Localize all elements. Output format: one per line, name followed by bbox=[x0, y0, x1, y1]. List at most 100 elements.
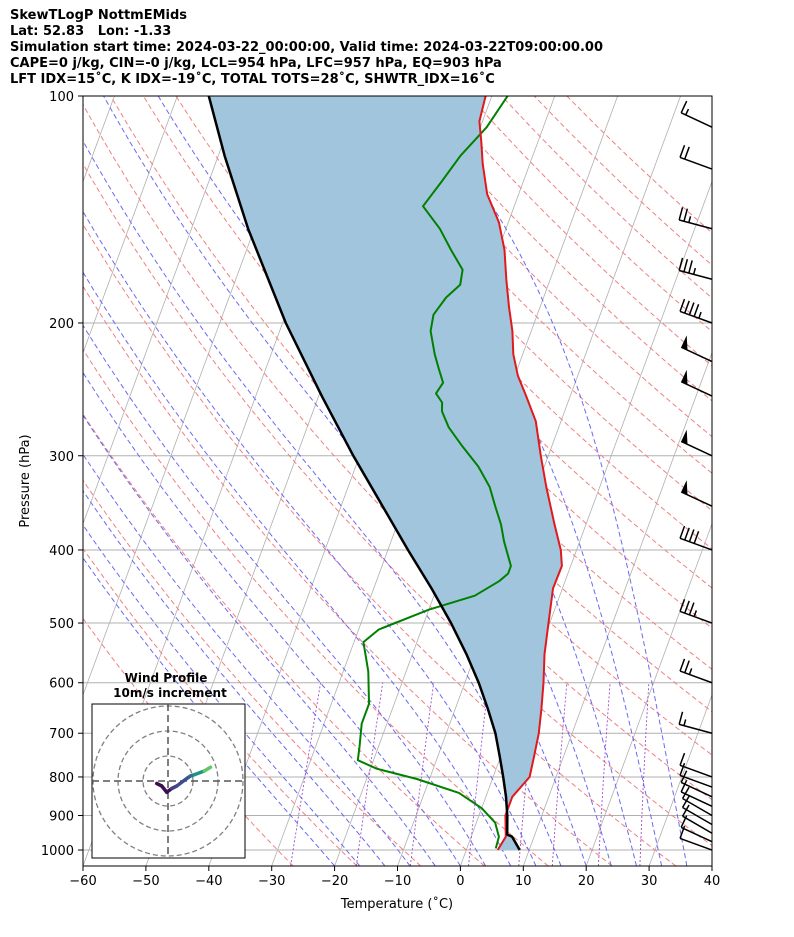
moist-adiabat bbox=[83, 324, 487, 866]
hodograph-segment bbox=[175, 776, 189, 788]
barb-full bbox=[679, 658, 686, 672]
barb-full bbox=[693, 304, 700, 317]
barb-full bbox=[679, 298, 686, 312]
x-tick-label: 40 bbox=[704, 874, 721, 889]
wind-barb bbox=[680, 779, 713, 807]
wind-barb bbox=[681, 804, 713, 834]
barb-full bbox=[679, 762, 686, 776]
wind-barb bbox=[680, 100, 713, 128]
barb-shaft bbox=[679, 837, 713, 851]
barb-full bbox=[681, 795, 690, 808]
barb-full bbox=[683, 258, 689, 272]
hodograph-segment bbox=[202, 765, 213, 773]
barb-pennant bbox=[681, 480, 688, 495]
wind-barb bbox=[680, 815, 713, 843]
barb-full bbox=[684, 660, 690, 674]
mixing-ratio-line bbox=[409, 682, 435, 866]
profile-lines bbox=[207, 96, 563, 851]
barb-full bbox=[688, 602, 695, 616]
stability-line: CAPE=0 j/kg, CIN=-0 j/kg, LCL=954 hPa, L… bbox=[10, 56, 502, 71]
barb-full bbox=[678, 207, 684, 221]
parcel-line bbox=[207, 96, 521, 851]
dry-adiabat bbox=[533, 96, 712, 266]
barb-pennant bbox=[681, 429, 688, 445]
chart-header: SkewTLogP NottmEMids Lat: 52.83 Lon: -1.… bbox=[10, 8, 603, 88]
isotherm bbox=[585, 522, 712, 866]
isotherm bbox=[711, 864, 712, 866]
x-tick-label: −20 bbox=[321, 874, 348, 889]
barb-shaft bbox=[679, 269, 713, 280]
dry-adiabat bbox=[83, 479, 422, 866]
barb-shaft bbox=[682, 797, 713, 817]
cape-cin-shading bbox=[208, 96, 562, 850]
barb-full bbox=[693, 530, 700, 544]
barb-full bbox=[680, 779, 688, 793]
y-tick-label: 700 bbox=[49, 727, 74, 742]
isotherm bbox=[83, 96, 241, 525]
dry-adiabat bbox=[83, 223, 677, 866]
y-tick-label: 900 bbox=[49, 810, 74, 825]
wind-barb bbox=[678, 207, 713, 230]
barb-shaft bbox=[680, 781, 713, 798]
y-tick-label: 600 bbox=[49, 677, 74, 692]
hodograph-title: Wind Profile bbox=[125, 671, 208, 685]
wind-barb bbox=[679, 298, 713, 324]
wind-barb bbox=[678, 711, 713, 734]
x-axis-label: Temperature (˚C) bbox=[340, 896, 453, 912]
barb-shaft bbox=[682, 815, 713, 834]
hodograph-inset: Wind Profile 10m/s increment bbox=[91, 671, 246, 859]
y-tick-label: 400 bbox=[49, 544, 74, 559]
moist-adiabat bbox=[83, 271, 512, 866]
barb-shaft bbox=[680, 791, 713, 807]
moist-adiabat bbox=[83, 414, 436, 866]
dry-adiabat bbox=[566, 96, 712, 234]
index-line: LFT IDX=15˚C, K IDX=-19˚C, TOTAL TOTS=28… bbox=[10, 72, 495, 87]
wind-barbs bbox=[678, 100, 713, 851]
y-axis-label: Pressure (hPa) bbox=[18, 434, 33, 527]
barb-shaft bbox=[680, 826, 713, 843]
wind-barb bbox=[681, 795, 713, 826]
barb-full bbox=[679, 144, 686, 158]
y-tick-label: 200 bbox=[49, 317, 74, 332]
hodograph-plot bbox=[92, 704, 245, 858]
wind-barb bbox=[680, 335, 713, 363]
barb-half bbox=[683, 719, 687, 726]
barb-full bbox=[688, 302, 695, 316]
barb-shaft bbox=[679, 310, 713, 324]
dry-adiabat bbox=[273, 96, 712, 550]
dry-adiabat bbox=[83, 285, 613, 866]
barb-half bbox=[685, 108, 690, 116]
barb-half bbox=[688, 668, 693, 675]
barb-pennant bbox=[681, 335, 688, 351]
mixing-ratio-line bbox=[639, 682, 650, 866]
barb-full bbox=[679, 752, 686, 766]
wind-barb bbox=[679, 525, 713, 551]
y-tick-label: 100 bbox=[49, 90, 74, 105]
barb-shaft bbox=[679, 774, 713, 788]
temperature-line bbox=[478, 96, 563, 851]
wind-barb bbox=[679, 752, 713, 778]
barb-full bbox=[684, 527, 690, 541]
barb-full bbox=[684, 300, 690, 314]
moist-adiabat bbox=[83, 371, 461, 866]
barb-full bbox=[688, 260, 693, 274]
barb-full bbox=[684, 146, 690, 160]
hodograph-subtitle: 10m/s increment bbox=[113, 686, 227, 700]
barb-pennant bbox=[681, 369, 688, 385]
isotherm bbox=[648, 693, 712, 866]
cape-shading bbox=[208, 96, 562, 850]
barb-shaft bbox=[682, 806, 713, 826]
moist-adiabat bbox=[83, 453, 411, 866]
moist-adiabat bbox=[83, 524, 361, 866]
location-line: Lat: 52.83 Lon: -1.33 bbox=[10, 24, 172, 39]
barb-shaft bbox=[680, 491, 713, 507]
hodograph-segment bbox=[192, 769, 206, 777]
mixing-ratio-line bbox=[551, 682, 568, 866]
y-tick-label: 500 bbox=[49, 617, 74, 632]
mixing-ratio-line bbox=[355, 682, 384, 866]
barb-full bbox=[678, 257, 684, 271]
wind-barb bbox=[679, 144, 713, 170]
barb-full bbox=[679, 525, 686, 539]
x-tick-label: 20 bbox=[578, 874, 595, 889]
